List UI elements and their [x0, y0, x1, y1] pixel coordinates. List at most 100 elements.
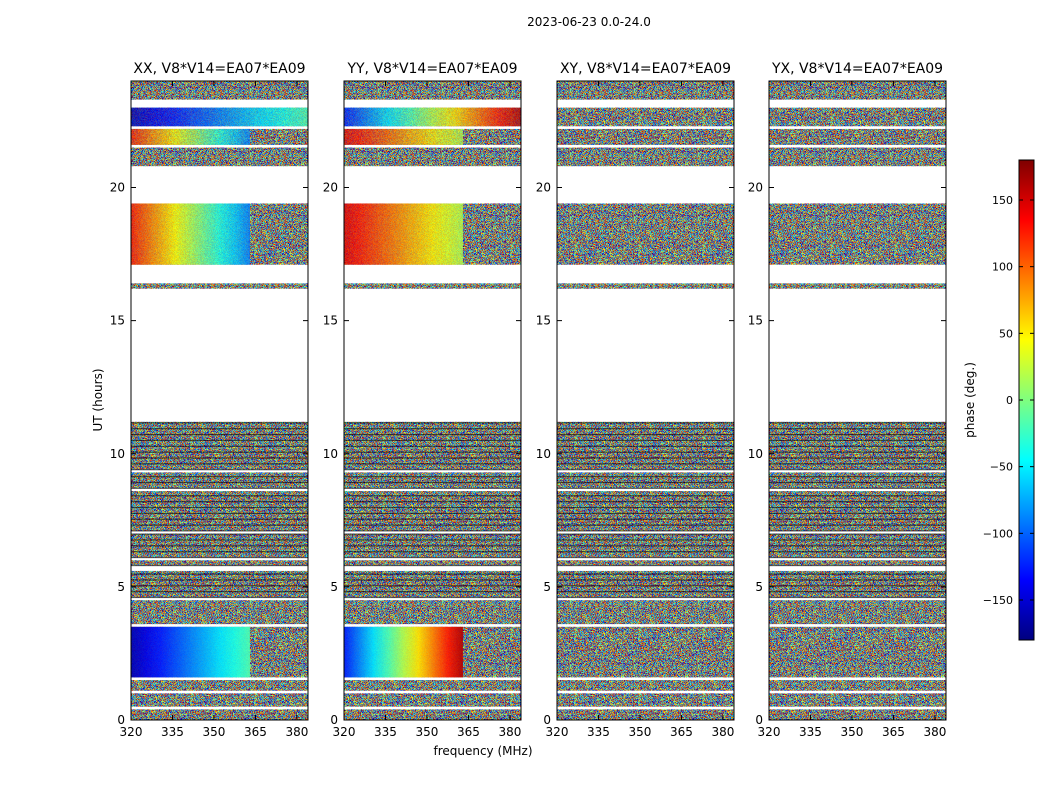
phase-band — [344, 709, 521, 720]
scan-separator — [131, 524, 308, 526]
phase-band — [557, 472, 734, 489]
scan-separator — [769, 596, 946, 599]
scan-separator — [557, 433, 734, 436]
scan-separator — [769, 564, 946, 567]
scan-separator — [131, 556, 308, 559]
scan-separator — [557, 445, 734, 447]
x-tick-label: 380 — [923, 725, 946, 739]
scan-separator — [769, 539, 946, 541]
scan-separator — [769, 481, 946, 484]
scan-separator — [769, 545, 946, 547]
phase-band — [344, 570, 521, 598]
figure-title: 2023-06-23 0.0-24.0 — [527, 15, 651, 29]
phase-band — [131, 570, 308, 598]
scan-separator — [769, 463, 946, 465]
scan-separator — [344, 487, 521, 489]
phase-band — [557, 283, 734, 289]
phase-band — [557, 128, 734, 145]
phase-band — [557, 107, 734, 127]
scan-separator — [769, 469, 946, 471]
scan-separator — [131, 457, 308, 459]
y-tick-label: 5 — [330, 580, 338, 594]
phase-band — [131, 81, 308, 100]
scan-separator — [344, 422, 521, 424]
scan-separator — [557, 469, 734, 471]
phase-band — [131, 709, 308, 720]
phase-band — [344, 81, 521, 100]
scan-separator — [344, 596, 521, 599]
scan-separator — [344, 433, 521, 436]
panel-xy: XY, V8*V14=EA07*EA09 320 335 350 365 380 0 5 10 1… — [536, 61, 735, 739]
phase-band — [557, 709, 734, 720]
scan-separator — [344, 428, 521, 430]
phase-band — [557, 491, 734, 531]
colorbar-tick-label: 50 — [999, 327, 1013, 340]
x-tick-label: 380 — [285, 725, 308, 739]
y-tick-label: 10 — [323, 447, 338, 461]
scan-separator — [769, 573, 946, 575]
scan-separator — [131, 463, 308, 465]
x-tick-label: 350 — [416, 725, 439, 739]
x-tick-label: 350 — [203, 725, 226, 739]
x-tick-label: 335 — [587, 725, 610, 739]
x-tick-label: 380 — [711, 725, 734, 739]
scan-separator — [131, 428, 308, 430]
scan-separator — [131, 530, 308, 532]
y-tick-label: 0 — [330, 713, 338, 727]
phase-band — [131, 600, 308, 625]
panel-frame — [130, 80, 309, 721]
scan-separator — [557, 573, 734, 575]
phase-band — [769, 107, 946, 127]
scan-separator — [131, 501, 308, 503]
x-tick-label: 350 — [841, 725, 864, 739]
x-tick-label: 335 — [161, 725, 184, 739]
phase-band — [344, 491, 521, 531]
x-tick-label: 320 — [120, 725, 143, 739]
y-tick-label: 5 — [755, 580, 763, 594]
x-tick-label: 365 — [882, 725, 905, 739]
phase-band — [344, 472, 521, 489]
y-tick-label: 15 — [748, 314, 763, 328]
phase-band — [131, 693, 308, 707]
scan-separator — [557, 518, 734, 520]
scan-separator — [344, 533, 521, 535]
scan-separator — [131, 481, 308, 484]
scan-separator — [557, 428, 734, 430]
scan-separator — [557, 463, 734, 465]
phase-gradient-mid — [131, 128, 250, 145]
y-tick-label: 20 — [110, 181, 125, 195]
scan-separator — [344, 501, 521, 503]
phase-band — [131, 560, 308, 566]
x-tick-label: 320 — [333, 725, 356, 739]
y-tick-label: 0 — [543, 713, 551, 727]
scan-separator — [131, 539, 308, 541]
y-axis-label: UT (hours) — [91, 368, 105, 431]
phase-gradient-top — [131, 107, 308, 127]
y-tick-label: 5 — [117, 580, 125, 594]
scan-separator — [344, 451, 521, 453]
colorbar-tick-label: −50 — [990, 461, 1013, 474]
scan-separator — [557, 506, 734, 509]
scan-separator — [344, 551, 521, 553]
scan-separator — [344, 495, 521, 497]
phase-band — [769, 128, 946, 145]
scan-separator — [769, 585, 946, 587]
y-tick-label: 15 — [536, 314, 551, 328]
scan-separator — [557, 533, 734, 535]
colorbar-tick-label: −100 — [983, 527, 1013, 540]
scan-separator — [769, 422, 946, 424]
x-tick-label: 335 — [374, 725, 397, 739]
scan-separator — [557, 476, 734, 478]
panel-frame — [768, 80, 947, 721]
phase-band — [131, 147, 308, 167]
panel-yy: YY, V8*V14=EA07*EA09 320 335 350 365 380 0 5 10 1… — [323, 61, 522, 739]
scan-separator — [769, 457, 946, 459]
phase-band — [557, 81, 734, 100]
scan-separator — [344, 573, 521, 575]
scan-separator — [557, 551, 734, 553]
scan-separator — [344, 457, 521, 459]
phase-band — [131, 680, 308, 691]
phase-band — [131, 283, 308, 289]
scan-separator — [557, 564, 734, 567]
